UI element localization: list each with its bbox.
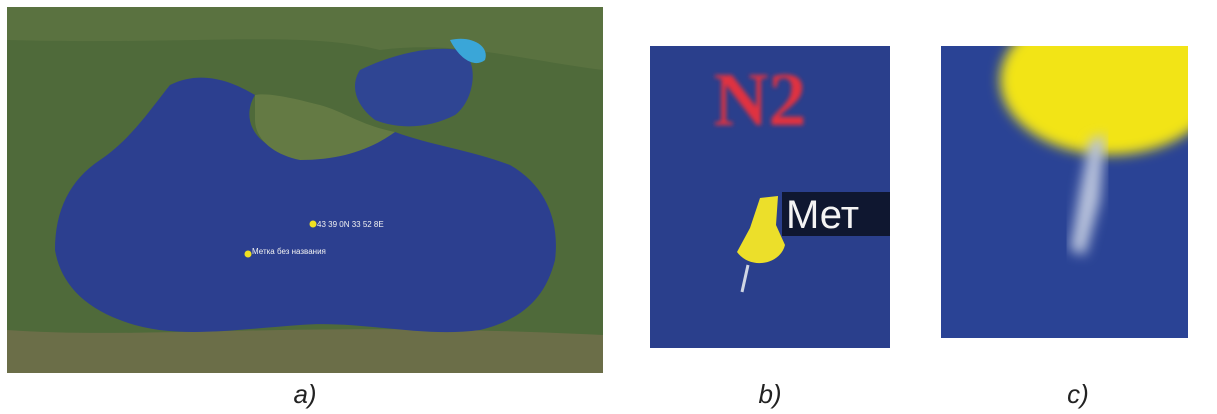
caption: a) (293, 379, 316, 409)
zoom-panel (941, 5, 1217, 338)
zoom-panel: N2 Мет (650, 46, 890, 348)
zoom-label: N2 (714, 58, 807, 142)
pin (1000, 5, 1217, 155)
caption: b) (758, 379, 781, 409)
pin-label: Метка без названия (252, 247, 326, 256)
pin-label: 43 39 0N 33 52 8E (317, 220, 384, 229)
zoom-label: Мет (786, 193, 859, 237)
pin (245, 251, 252, 258)
caption: c) (1067, 379, 1089, 409)
map-panel: 43 39 0N 33 52 8E Метка без названия (7, 7, 603, 373)
land-south (7, 329, 603, 373)
figure: 43 39 0N 33 52 8E Метка без названия a) … (0, 0, 1217, 414)
pin (310, 221, 317, 228)
